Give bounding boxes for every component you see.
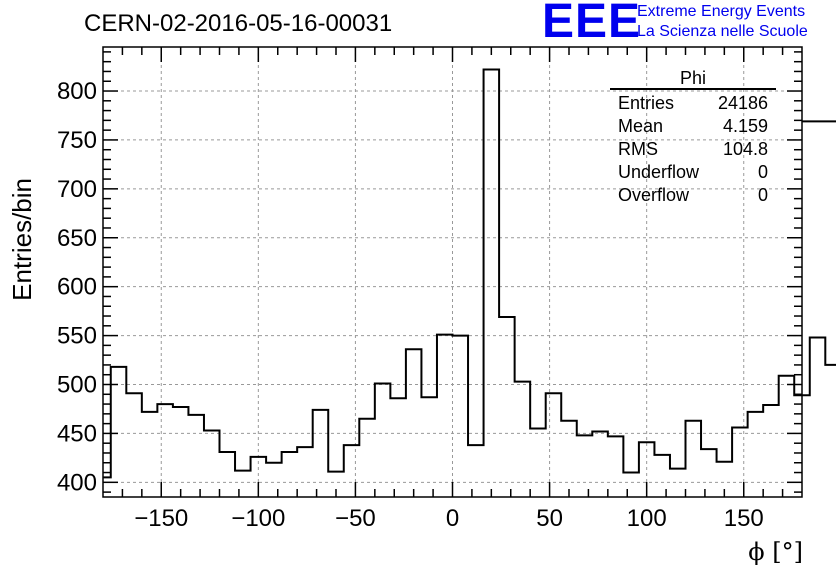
stat-label: RMS xyxy=(618,139,658,159)
y-tick-label: 400 xyxy=(57,469,97,496)
stats-row-underflow: Underflow 0 xyxy=(610,161,776,184)
logo-line-1: Extreme Energy Events xyxy=(637,3,806,20)
stat-value: 24186 xyxy=(717,93,768,113)
x-axis-label: ϕ [°] xyxy=(748,538,803,566)
x-tick-label: −100 xyxy=(231,505,285,532)
stats-row-overflow: Overflow 0 xyxy=(610,184,776,207)
chart-title: CERN-02-2016-05-16-00031 xyxy=(84,10,393,37)
y-tick-label: 550 xyxy=(57,323,97,350)
y-tick-label: 600 xyxy=(57,274,97,301)
stat-value: 0 xyxy=(757,162,768,182)
stats-title: Phi xyxy=(610,68,776,90)
x-tick-label: 150 xyxy=(724,505,764,532)
stat-label: Entries xyxy=(618,93,675,113)
tick-labels: −150 −100 −50 0 50 100 150 400 450 500 550 600 650 70… xyxy=(57,78,764,532)
stat-value: 0 xyxy=(757,185,768,205)
grid-lines xyxy=(103,47,802,497)
logo-line-2: La Scienza nelle Scuole xyxy=(637,23,808,40)
y-tick-label: 500 xyxy=(57,372,97,399)
stats-row-mean: Mean 4.159 xyxy=(610,115,776,138)
y-tick-label: 450 xyxy=(57,420,97,447)
stat-label: Overflow xyxy=(618,185,690,205)
stat-value: 4.159 xyxy=(722,116,768,136)
x-tick-label: 100 xyxy=(627,505,667,532)
stats-box: Phi Entries 24186 Mean 4.159 RMS 104.8 U… xyxy=(610,68,776,207)
axis-ticks xyxy=(103,47,802,497)
y-tick-label: 800 xyxy=(57,78,97,105)
stat-value: 104.8 xyxy=(722,139,768,159)
stat-label: Underflow xyxy=(618,162,700,182)
x-tick-label: −50 xyxy=(335,505,376,532)
logo-letters: EEE xyxy=(542,0,642,48)
x-tick-label: −150 xyxy=(134,505,188,532)
y-tick-label: 750 xyxy=(57,127,97,154)
stats-row-entries: Entries 24186 xyxy=(610,92,776,115)
x-tick-label: 50 xyxy=(536,505,563,532)
y-tick-label: 700 xyxy=(57,176,97,203)
eee-logo: EEE Extreme Energy Events La Scienza nel… xyxy=(540,0,836,48)
stat-label: Mean xyxy=(618,116,664,136)
y-tick-label: 650 xyxy=(57,225,97,252)
x-tick-label: 0 xyxy=(446,505,459,532)
stats-row-rms: RMS 104.8 xyxy=(610,138,776,161)
y-axis-label: Entries/bin xyxy=(7,178,37,301)
histogram-step-line xyxy=(103,68,836,479)
